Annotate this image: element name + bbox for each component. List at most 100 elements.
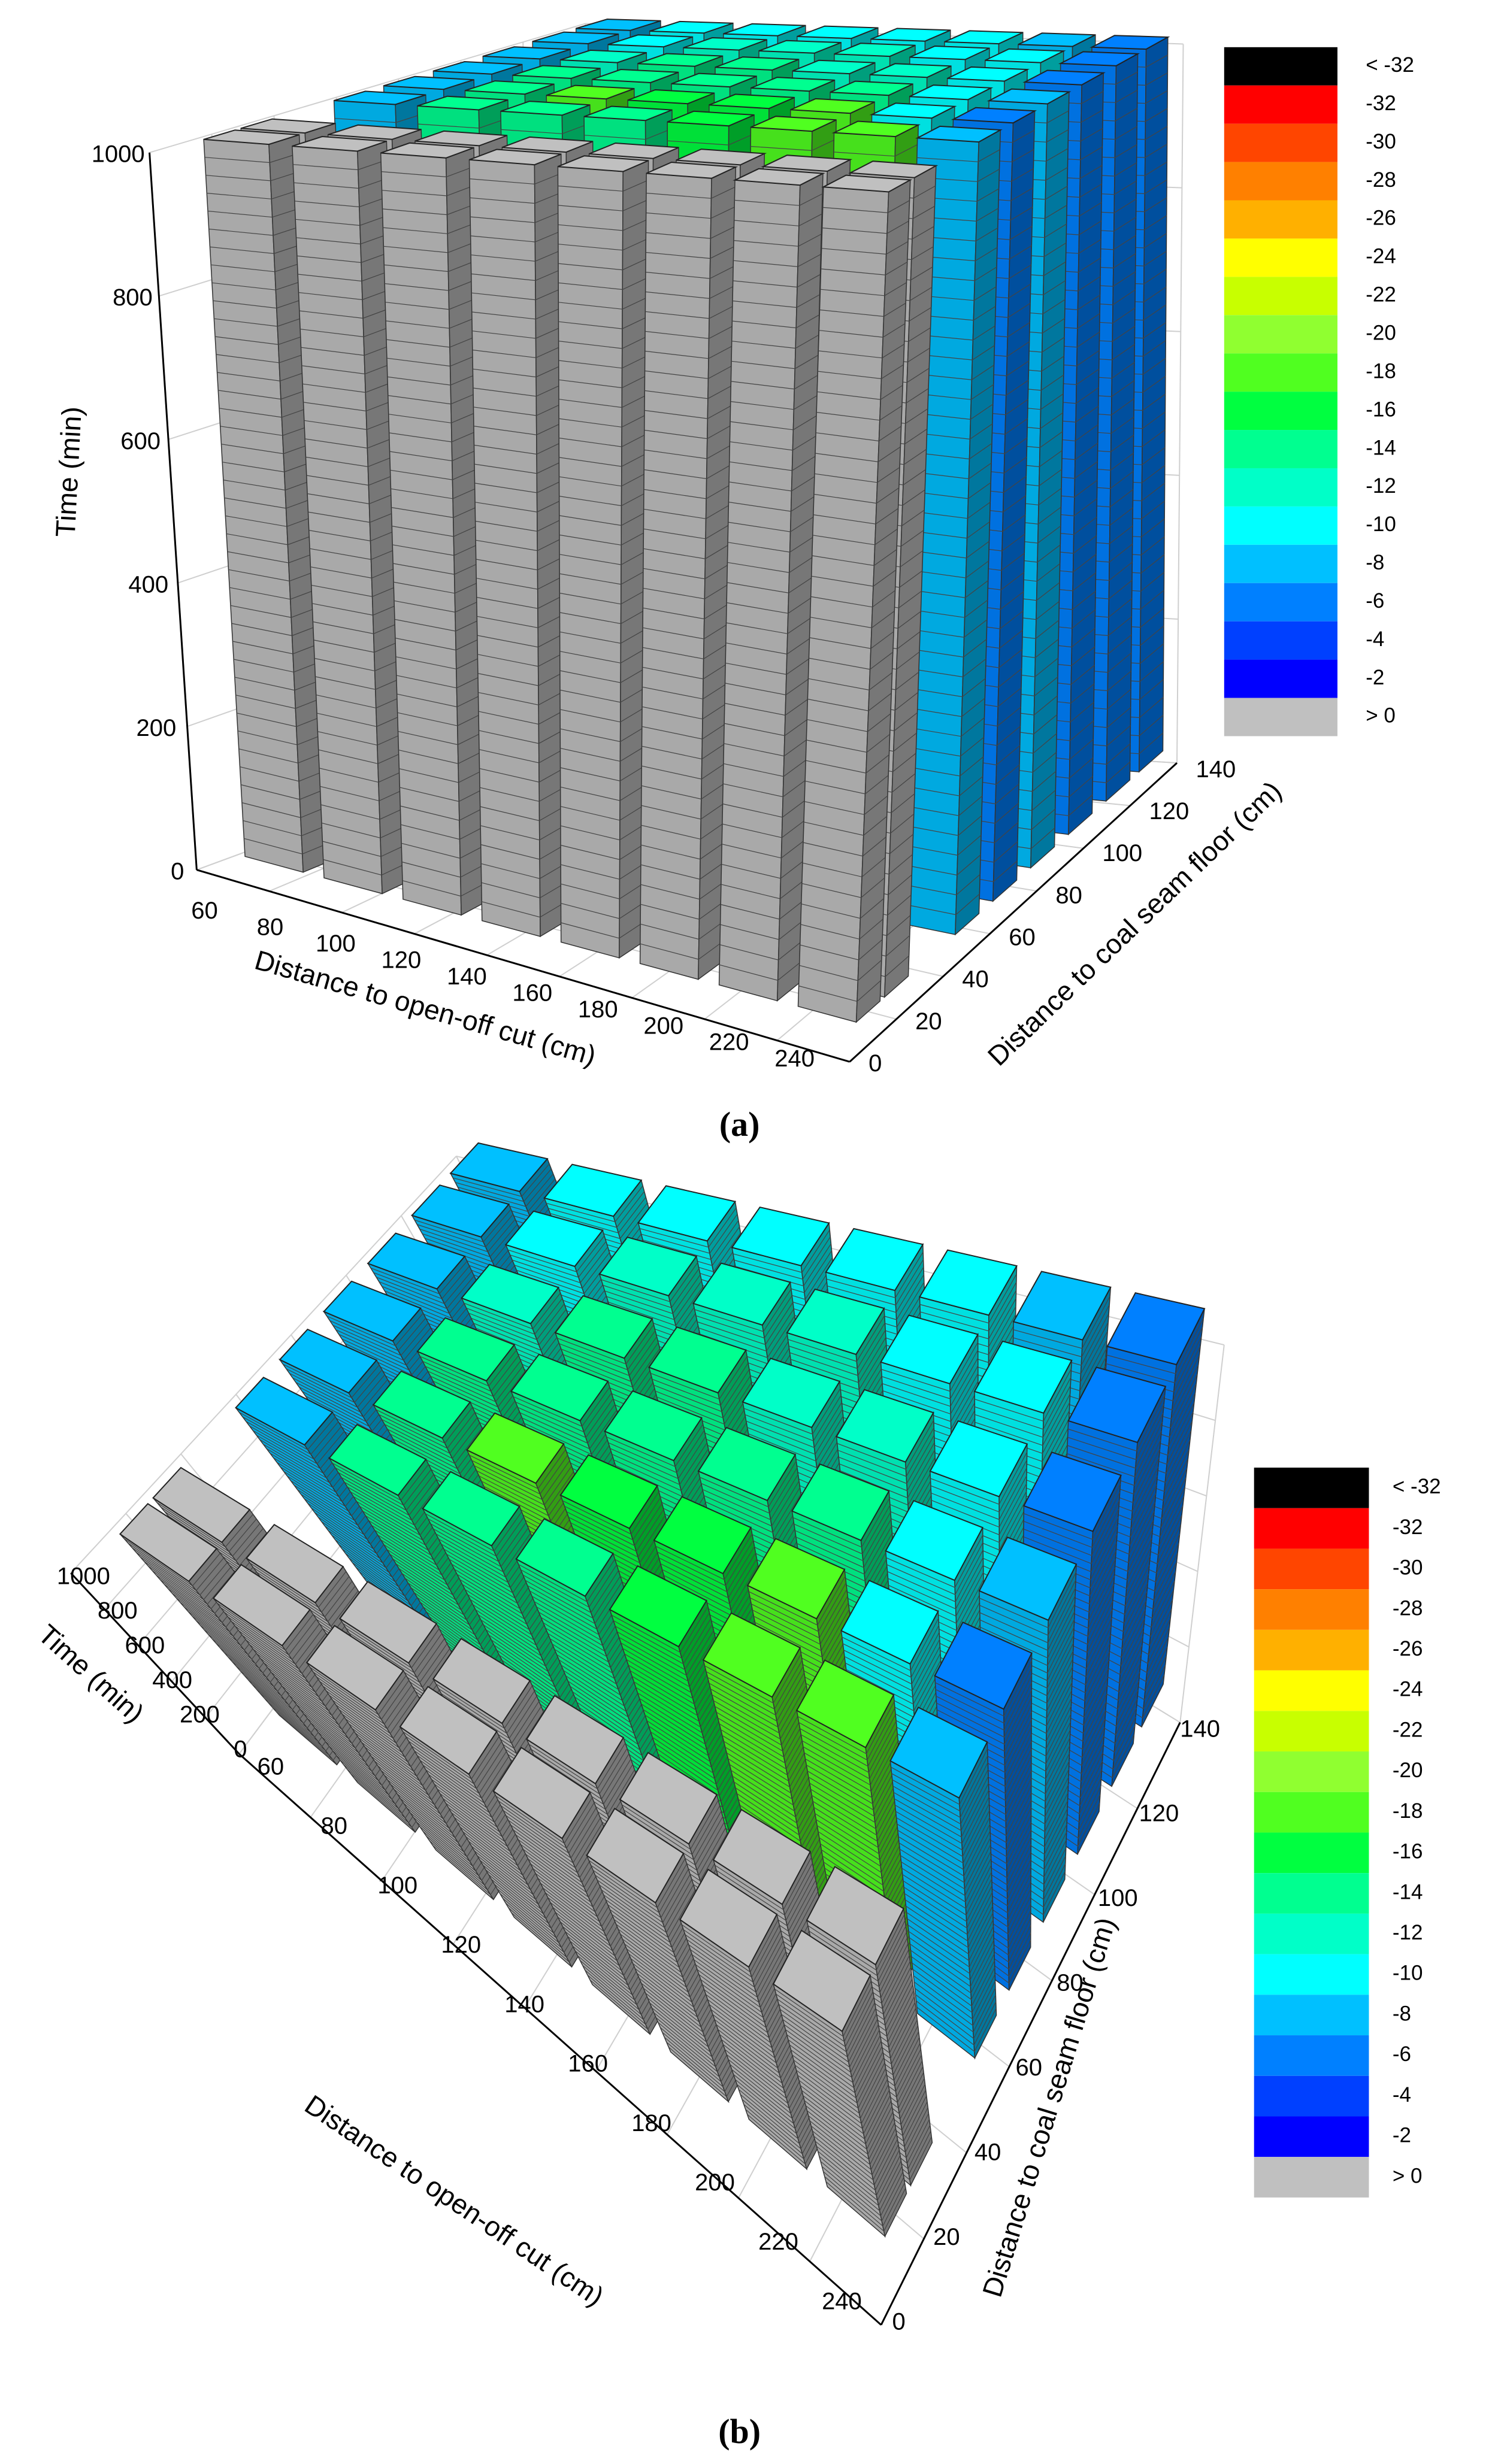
grid-line: [1179, 1344, 1225, 1723]
block-edges: [827, 185, 936, 977]
x-tick-label: 200: [695, 2169, 735, 2196]
y-axis: [880, 1722, 1181, 2326]
column-top: [889, 1706, 988, 1799]
column-top: [709, 93, 795, 110]
column-top: [607, 34, 693, 48]
colorbar-label: -18: [1393, 1799, 1423, 1823]
column-top: [483, 46, 571, 60]
block-edges: [470, 172, 567, 918]
column-top: [790, 98, 875, 114]
colorbar-swatch: [1224, 47, 1337, 86]
column: [772, 1929, 907, 2238]
colorbar-swatch: [1224, 123, 1337, 162]
column-top: [750, 116, 837, 132]
colorbar-label: -32: [1393, 1516, 1423, 1539]
column-top: [683, 37, 767, 51]
column-top: [885, 1499, 984, 1581]
colorbar-label: -6: [1393, 2042, 1411, 2066]
column-top: [986, 88, 1072, 105]
block-edges: [979, 1572, 1077, 1916]
column-top: [973, 1340, 1073, 1414]
colorbar-swatch: [1224, 200, 1337, 239]
block-edges: [123, 1538, 356, 1761]
column-top: [433, 60, 523, 75]
colorbar-label: -8: [1366, 551, 1384, 574]
colorbar-label: -28: [1393, 1596, 1423, 1620]
colorbar-swatch: [1254, 1508, 1369, 1549]
column-top: [532, 31, 619, 45]
column-top: [671, 72, 757, 88]
column-top: [500, 101, 591, 116]
y-tick-label: 0: [868, 1050, 882, 1077]
x-tick-label: 240: [822, 2288, 862, 2314]
z-tick-label: 600: [120, 428, 161, 454]
block-edges: [1052, 71, 1138, 783]
column-top: [576, 18, 661, 31]
colorbar-swatch: [1254, 1873, 1369, 1914]
column-top: [915, 125, 1003, 143]
block-edges: [1085, 54, 1168, 754]
column-top: [466, 1412, 565, 1484]
column-top: [328, 124, 422, 140]
column-top: [399, 1686, 498, 1775]
y-tick-label: 140: [1180, 1716, 1220, 1742]
column-top: [985, 48, 1066, 63]
column-top: [830, 80, 913, 96]
column-top: [554, 1295, 653, 1359]
column-top: [869, 102, 957, 119]
block-edges: [899, 149, 1000, 916]
column-top: [667, 110, 755, 127]
block-edges: [640, 186, 736, 960]
column-top: [909, 84, 994, 101]
x-tick-label: 220: [758, 2229, 798, 2255]
column-top: [731, 1206, 830, 1266]
column-top: [501, 136, 594, 153]
colorbar-swatch: [1224, 430, 1337, 468]
column-top: [234, 1377, 334, 1446]
colorbar-swatch: [1254, 1711, 1369, 1752]
block-edges: [402, 1731, 592, 1963]
column-top: [461, 1263, 560, 1325]
colorbar-swatch: [1224, 544, 1337, 583]
colorbar-label: -26: [1366, 207, 1396, 230]
column-top: [279, 1328, 378, 1394]
panel-label: (a): [719, 1105, 760, 1144]
colorbar-label: -22: [1393, 1718, 1423, 1741]
colorbar-swatch: [1254, 1954, 1369, 1995]
column-top: [831, 120, 921, 138]
x-tick-label: 160: [568, 2051, 608, 2077]
column-top: [203, 129, 299, 146]
colorbar-label: -10: [1366, 513, 1396, 536]
column-top: [795, 1659, 895, 1748]
column-top: [947, 66, 1030, 82]
y-tick-label: 80: [1055, 882, 1082, 908]
z-axis: [70, 1572, 240, 1755]
colorbar-label: -12: [1393, 1921, 1423, 1944]
colorbar-label: -16: [1366, 398, 1396, 421]
column-top: [880, 1314, 979, 1385]
grid-line: [149, 23, 586, 153]
column-top: [733, 168, 825, 186]
colorbar-label: -14: [1366, 436, 1396, 459]
block-edges: [381, 166, 488, 897]
colorbar-swatch: [1224, 621, 1337, 660]
column: [203, 129, 331, 873]
column-top: [492, 1747, 591, 1839]
column-top: [504, 1210, 604, 1268]
z-tick-label: 0: [234, 1736, 247, 1762]
colorbar-swatch: [1254, 2157, 1369, 2198]
column-top: [589, 142, 679, 159]
column-top: [416, 1317, 516, 1382]
y-tick-label: 140: [1196, 756, 1236, 783]
block-edges: [495, 1795, 671, 2030]
column-top: [702, 1612, 801, 1698]
column-top: [465, 80, 555, 95]
block-edges: [1085, 1317, 1204, 1719]
column-top: [951, 107, 1037, 124]
block-edges: [558, 180, 649, 939]
x-tick-label: 220: [709, 1029, 749, 1056]
column-top: [637, 53, 723, 67]
y-tick-label: 0: [892, 2309, 906, 2335]
x-tick-label: 140: [504, 1991, 544, 2017]
